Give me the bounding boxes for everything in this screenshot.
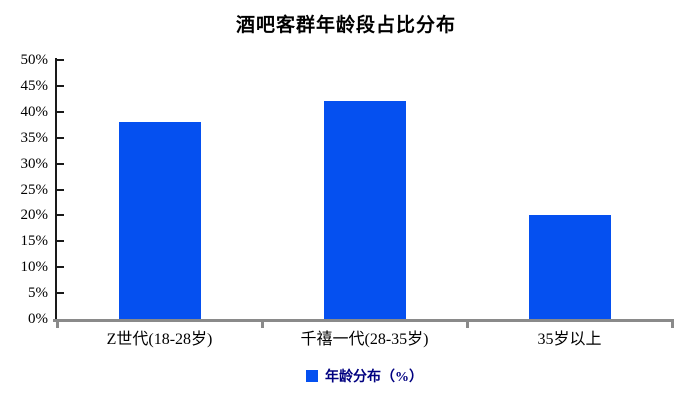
x-axis-category-label: 35岁以上 — [537, 331, 602, 348]
y-axis-tick — [57, 110, 64, 113]
y-axis-tick-label: 50% — [20, 52, 49, 68]
y-axis-tick-label: 5% — [28, 285, 48, 302]
y-axis-tick — [57, 214, 64, 217]
x-axis-tick — [260, 322, 264, 328]
chart-title: 酒吧客群年龄段占比分布 — [235, 15, 456, 36]
y-axis-tick-label: 0% — [28, 311, 48, 327]
y-axis-tick — [57, 292, 64, 295]
x-axis-category-label: 千禧一代(28-35岁) — [300, 331, 429, 348]
y-axis-tick — [57, 188, 64, 191]
x-axis-line — [53, 319, 674, 322]
y-axis-tick — [57, 59, 64, 61]
bar-35岁以上 — [528, 215, 611, 319]
y-axis-tick — [57, 162, 64, 165]
y-axis-tick-label: 10% — [20, 259, 49, 276]
x-axis-category-label: Z世代(18-28岁) — [106, 331, 213, 348]
legend: 年龄分布（%） — [57, 366, 672, 386]
bar-千禧一代(28-35岁) — [323, 101, 406, 319]
y-axis-line — [55, 58, 57, 321]
x-axis-tick — [55, 322, 59, 328]
y-axis-tick-label: 35% — [20, 129, 49, 146]
y-axis-tick-label: 25% — [20, 181, 49, 198]
legend-swatch-icon — [306, 370, 318, 382]
y-axis-tick-label: 30% — [20, 155, 49, 172]
x-axis-tick — [465, 322, 469, 328]
y-axis-tick — [57, 266, 64, 269]
bar-Z世代(18-28岁) — [118, 122, 201, 319]
legend-label: 年龄分布（%） — [325, 370, 423, 385]
y-axis-tick — [57, 136, 64, 139]
y-axis-tick-label: 15% — [20, 233, 49, 250]
y-axis-tick-label: 20% — [20, 207, 49, 224]
y-axis-tick — [57, 240, 64, 243]
y-axis-tick — [57, 84, 64, 87]
y-axis-tick-label: 45% — [20, 77, 49, 94]
x-axis-tick — [670, 322, 674, 328]
y-axis-tick-label: 40% — [20, 103, 49, 120]
